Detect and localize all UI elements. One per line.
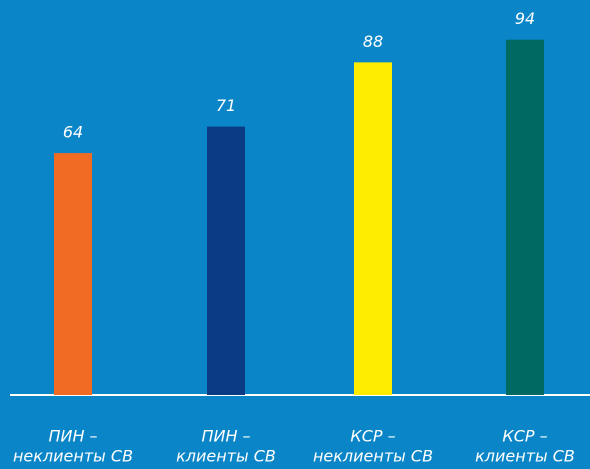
x-tick-label: КСР – [350, 427, 395, 446]
value-label: 71 [216, 96, 236, 115]
x-tick-label: клиенты СВ [176, 447, 276, 466]
bar [54, 153, 92, 395]
bar [506, 39, 544, 396]
x-tick-label: ПИН – [48, 427, 97, 446]
x-tick-label: клиенты СВ [475, 447, 575, 466]
x-tick-label: неклиенты СВ [313, 447, 433, 466]
x-tick-label: ПИН – [201, 427, 250, 446]
bar [207, 126, 245, 396]
bar [354, 62, 392, 396]
x-tick-label: КСР – [502, 427, 547, 446]
value-label: 88 [363, 32, 383, 51]
value-label: 64 [63, 123, 83, 142]
value-label: 94 [515, 9, 535, 28]
x-tick-label: неклиенты СВ [13, 447, 133, 466]
